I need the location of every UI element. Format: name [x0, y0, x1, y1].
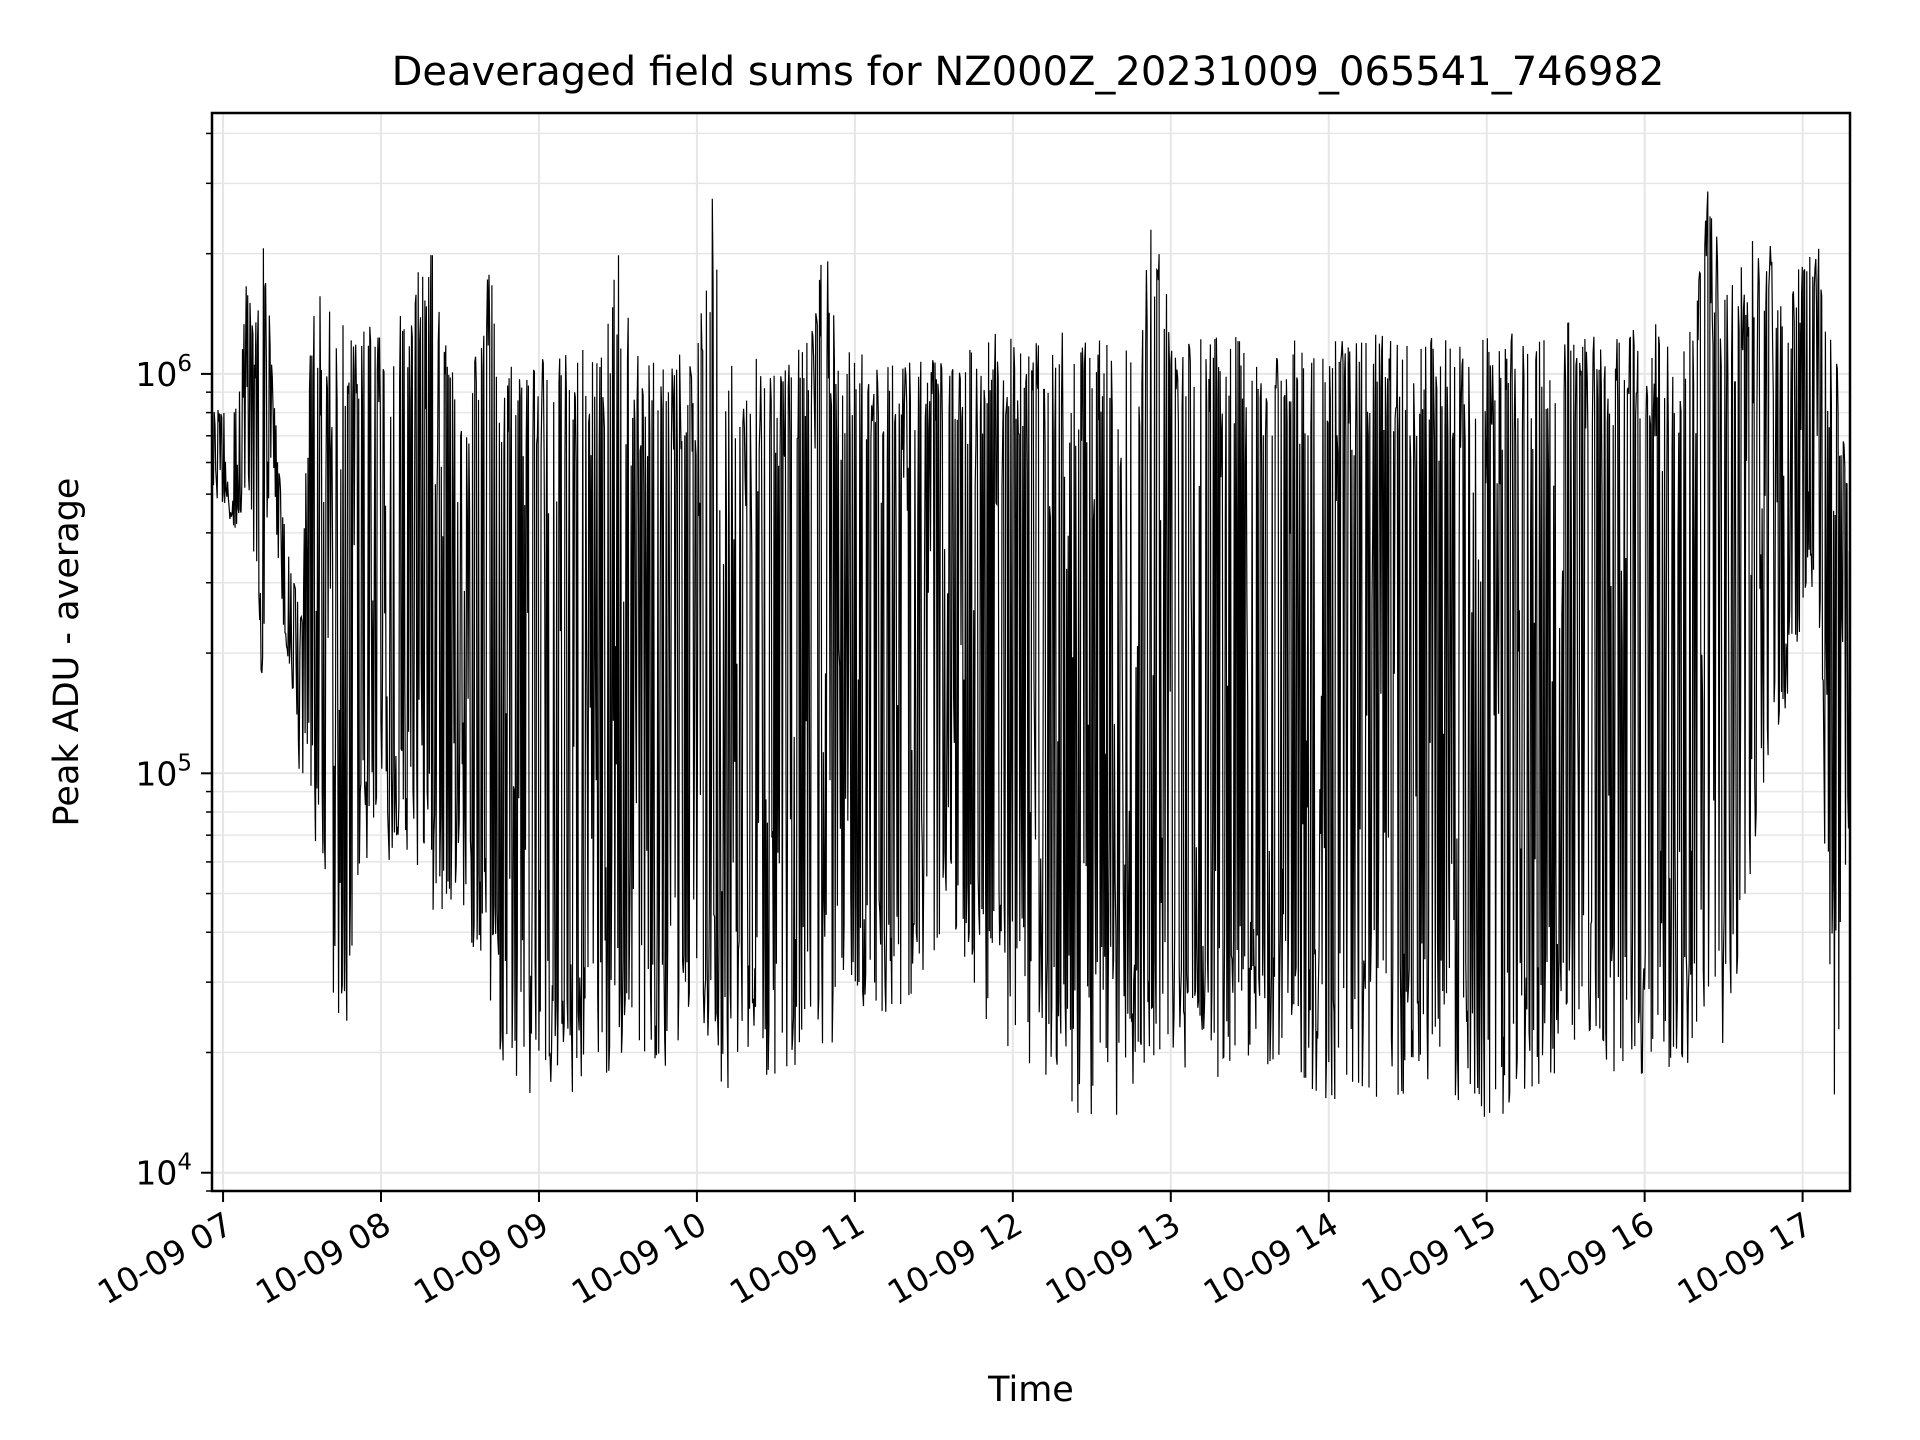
y-tick-label-1: 105	[135, 750, 192, 793]
y-axis: 104 105 106	[135, 132, 212, 1193]
x-axis-label: Time	[987, 1370, 1074, 1410]
y-tick-label-2: 106	[135, 351, 192, 394]
chart-title: Deaveraged field sums for NZ000Z_2023100…	[392, 49, 1665, 95]
axes-frame	[210, 111, 1852, 1193]
series-line	[211, 191, 1851, 1117]
y-axis-label: Peak ADU - average	[47, 478, 87, 827]
y-tick-label-0: 104	[135, 1150, 192, 1193]
plot-area	[211, 191, 1851, 1117]
